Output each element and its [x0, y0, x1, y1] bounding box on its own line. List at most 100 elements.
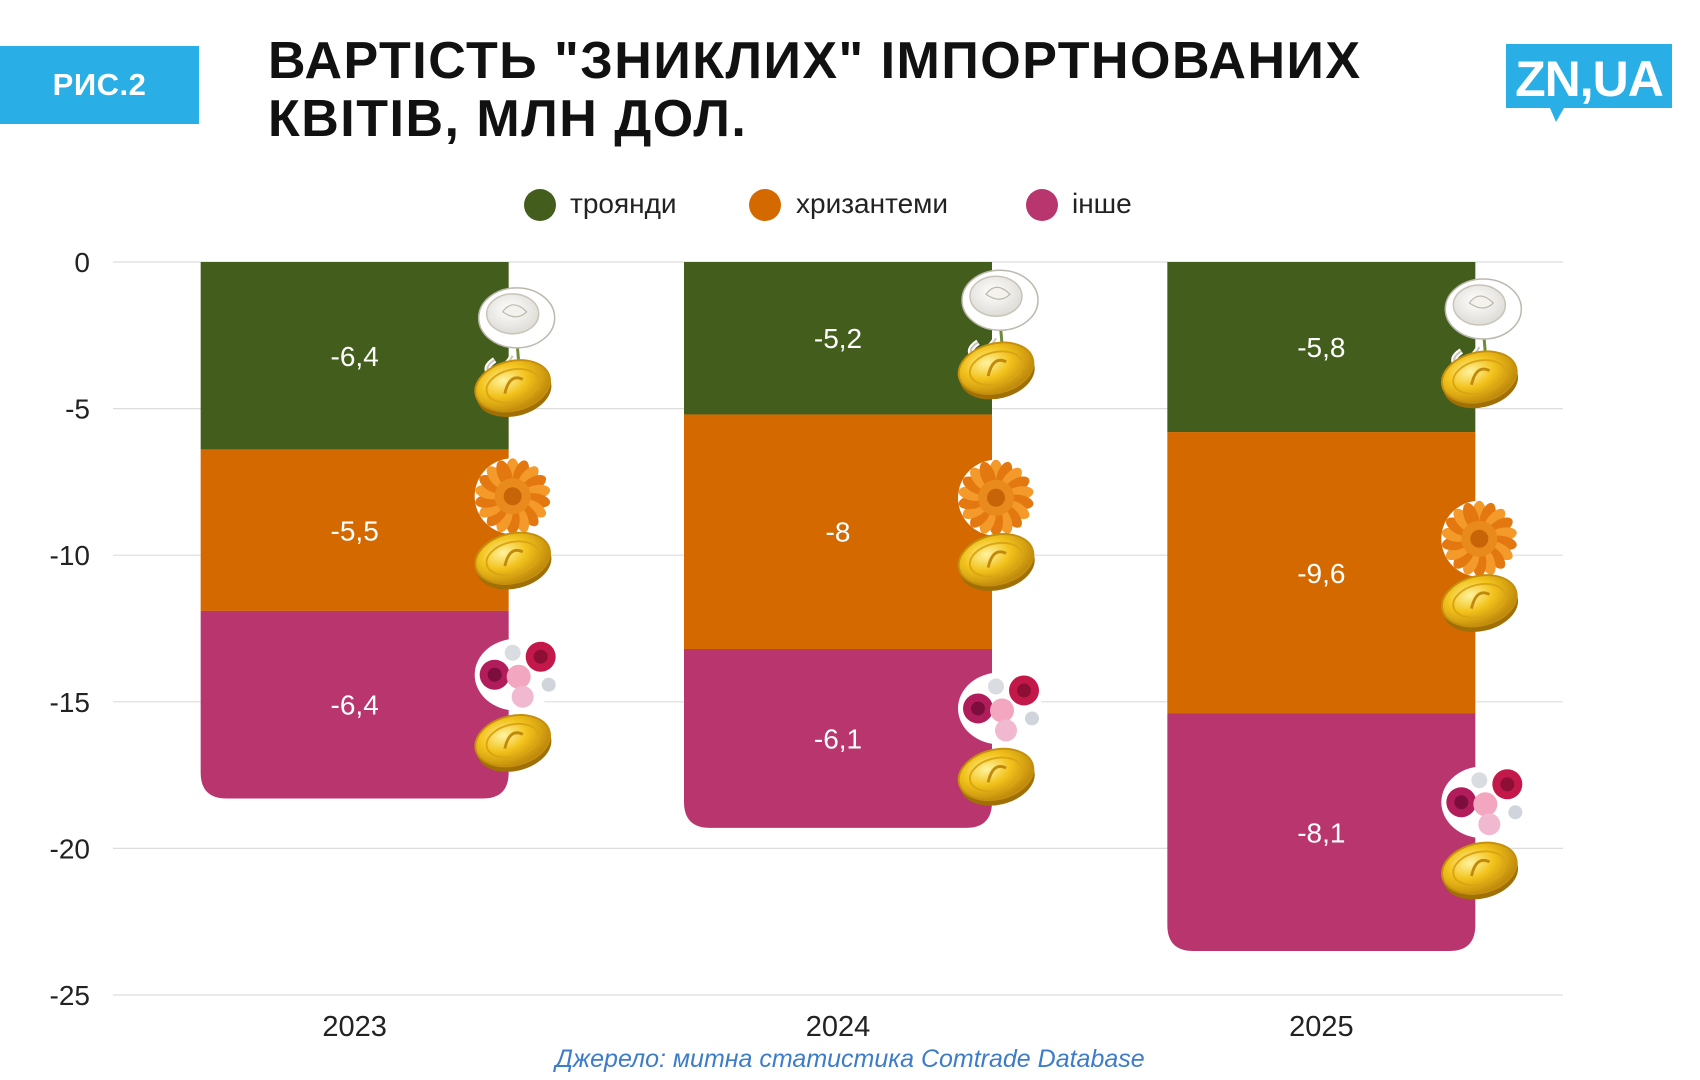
white-rose-coin-icon [1441, 278, 1523, 409]
zn-ua-logo: ZN,UA [1506, 44, 1672, 122]
chrysanthemum-icon [958, 459, 1034, 536]
coin-rim [968, 756, 1024, 793]
bar-2024-series-2 [684, 649, 992, 828]
coin-mark [503, 376, 524, 394]
rose-inner [501, 304, 528, 318]
bouquet-coin-icon [1441, 766, 1526, 900]
chrysanthemum-coin-icon [474, 458, 552, 590]
coin-face [474, 359, 551, 413]
bouquet-leaf-2 [1508, 805, 1523, 820]
bar-value-label: -8,1 [1297, 817, 1345, 848]
bouquet-carnation-2 [995, 719, 1017, 742]
bouquet-leaf-2 [541, 677, 556, 692]
legend-item-2: інше [1026, 188, 1132, 221]
gold-coin-icon [474, 714, 552, 772]
bouquet-carnation [1473, 792, 1498, 817]
coin-rim [1452, 359, 1507, 395]
legend-label: троянди [570, 188, 677, 219]
y-tick-label: 0 [74, 247, 90, 278]
white-rose-icon [477, 287, 556, 378]
coin-face [474, 531, 551, 585]
chrysanthemum-icon [474, 458, 551, 535]
bar-2023-series-1 [200, 449, 509, 611]
bar-value-label: -9,6 [1297, 558, 1345, 589]
coin-face [957, 533, 1035, 587]
gold-coin-icon [474, 531, 552, 590]
gold-coin-icon [474, 359, 552, 418]
white-rose-coin-icon [474, 287, 556, 418]
y-tick-label: -25 [50, 980, 90, 1011]
legend-item-1: хризантеми [749, 188, 948, 221]
bouquet-leaf-2 [1025, 711, 1039, 726]
x-axis: 2023 2024 2025 [322, 1011, 1353, 1043]
bar-value-label: -5,5 [331, 515, 379, 546]
bar-value-label: -5,8 [1297, 332, 1345, 363]
x-category-label: 2023 [322, 1011, 387, 1043]
y-tick-label: -5 [65, 394, 90, 425]
bars [200, 262, 1476, 952]
coin-mark [1470, 591, 1491, 609]
bar-icons [474, 269, 1526, 900]
coin-rim [1452, 850, 1507, 887]
bouquet-icon [474, 638, 559, 711]
y-axis: 0 -5 -10 -15 -20 -25 [50, 247, 90, 1011]
bar-value-label: -6,4 [331, 341, 379, 372]
legend-label: хризантеми [796, 188, 948, 219]
white-rose-coin-icon [957, 269, 1039, 400]
chrysanthemum-icon [1441, 500, 1518, 577]
y-tick-label: -15 [50, 687, 90, 718]
bar-value-labels: -6,4 -5,5 -6,4 -5,2 -8 -6,1 -5,8 -9,6 -8,1 [331, 323, 1346, 848]
coin-rim [485, 722, 540, 759]
coin-rim [485, 367, 540, 404]
x-category-label: 2025 [1289, 1011, 1354, 1043]
legend-swatch [1026, 189, 1058, 221]
coin-mark [986, 358, 1007, 377]
gold-coin-icon [957, 341, 1035, 400]
coin-mark [1470, 367, 1491, 386]
coin-mark [503, 548, 524, 567]
bouquet-carnation-2 [511, 685, 534, 708]
bouquet-coin-icon [474, 638, 559, 772]
gold-coin-icon [1441, 574, 1519, 632]
chrysanthemum-coin-icon [1441, 500, 1519, 632]
coin-face [957, 747, 1035, 802]
legend-item-0: троянди [524, 188, 677, 221]
rose-inner [1468, 295, 1495, 309]
legend-swatch [524, 189, 556, 221]
figure-badge-label: РИС.2 [52, 67, 147, 102]
bouquet-icon [1441, 766, 1526, 839]
legend: троянди хризантеми інше [524, 188, 1132, 221]
bar-value-label: -5,2 [814, 323, 862, 354]
bar-value-label: -6,4 [331, 690, 379, 721]
legend-label: інше [1072, 188, 1132, 219]
bar-2025-series-2 [1167, 713, 1476, 952]
bouquet-leaf-1 [1471, 772, 1488, 789]
coin-mark [503, 731, 524, 749]
chrys-center [987, 488, 1005, 507]
gold-coin-icon [1441, 841, 1519, 900]
rose-inner [985, 286, 1011, 300]
bouquet-rose-2-core [487, 667, 502, 682]
bouquet-rose-1-core [1017, 683, 1031, 698]
bar-2023-series-2 [200, 610, 509, 799]
coin-face [474, 714, 551, 768]
coin-mark [986, 765, 1007, 783]
chrysanthemum-coin-icon [957, 459, 1035, 591]
coin-rim [1452, 582, 1507, 619]
bouquet-carnation-2 [1478, 813, 1501, 836]
coin-face [1441, 574, 1518, 628]
zn-ua-logo-text: ZN,UA [1515, 51, 1663, 107]
bar-2024-series-0 [684, 262, 992, 415]
x-category-label: 2024 [806, 1011, 871, 1043]
chrys-center [503, 487, 522, 506]
chrys-center [1470, 529, 1489, 548]
bouquet-coin-icon [957, 672, 1042, 806]
bouquet-rose-1-core [1500, 777, 1515, 792]
legend-swatch [749, 189, 781, 221]
coin-mark [986, 550, 1007, 568]
y-tick-label: -10 [50, 540, 90, 571]
bar-value-label: -6,1 [814, 723, 862, 754]
bar-2025-series-1 [1167, 432, 1476, 714]
gold-coin-icon [957, 747, 1035, 806]
